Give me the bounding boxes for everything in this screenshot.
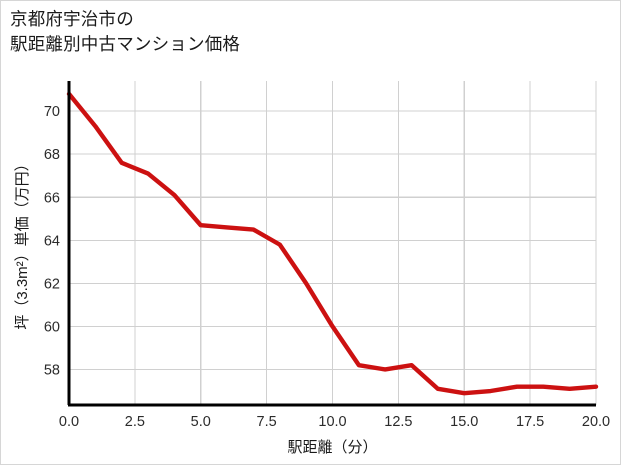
x-tick-label: 0.0 xyxy=(59,414,79,430)
x-tick-label: 12.5 xyxy=(384,414,412,430)
page-title: 京都府宇治市の 駅距離別中古マンション価格 xyxy=(10,9,241,54)
x-tick-labels: 0.0 2.5 5.0 7.5 10.0 12.5 15.0 17.5 20.0 xyxy=(59,414,610,430)
x-axis-title: 駅距離（分） xyxy=(287,438,377,456)
y-tick-labels: 58 60 62 64 66 68 70 xyxy=(44,104,60,378)
y-tick-label: 68 xyxy=(44,147,60,163)
y-tick-label: 66 xyxy=(44,190,60,206)
x-tick-label: 20.0 xyxy=(582,414,610,430)
x-tick-label: 10.0 xyxy=(318,414,346,430)
y-axis-title: 坪（3.3m²）単価（万円） xyxy=(14,156,31,329)
x-gridlines xyxy=(134,81,597,405)
y-tick-label: 64 xyxy=(44,233,60,249)
x-tick-label: 5.0 xyxy=(191,414,211,430)
x-tick-label: 2.5 xyxy=(125,414,145,430)
y-tick-label: 70 xyxy=(44,104,60,120)
y-tick-label: 62 xyxy=(44,276,60,292)
x-tick-label: 15.0 xyxy=(450,414,478,430)
x-tick-label: 17.5 xyxy=(516,414,544,430)
y-tick-label: 60 xyxy=(44,319,60,335)
x-tick-label: 7.5 xyxy=(257,414,277,430)
series-line-tsubo-tanka xyxy=(66,91,599,396)
y-tick-label: 58 xyxy=(44,362,60,378)
